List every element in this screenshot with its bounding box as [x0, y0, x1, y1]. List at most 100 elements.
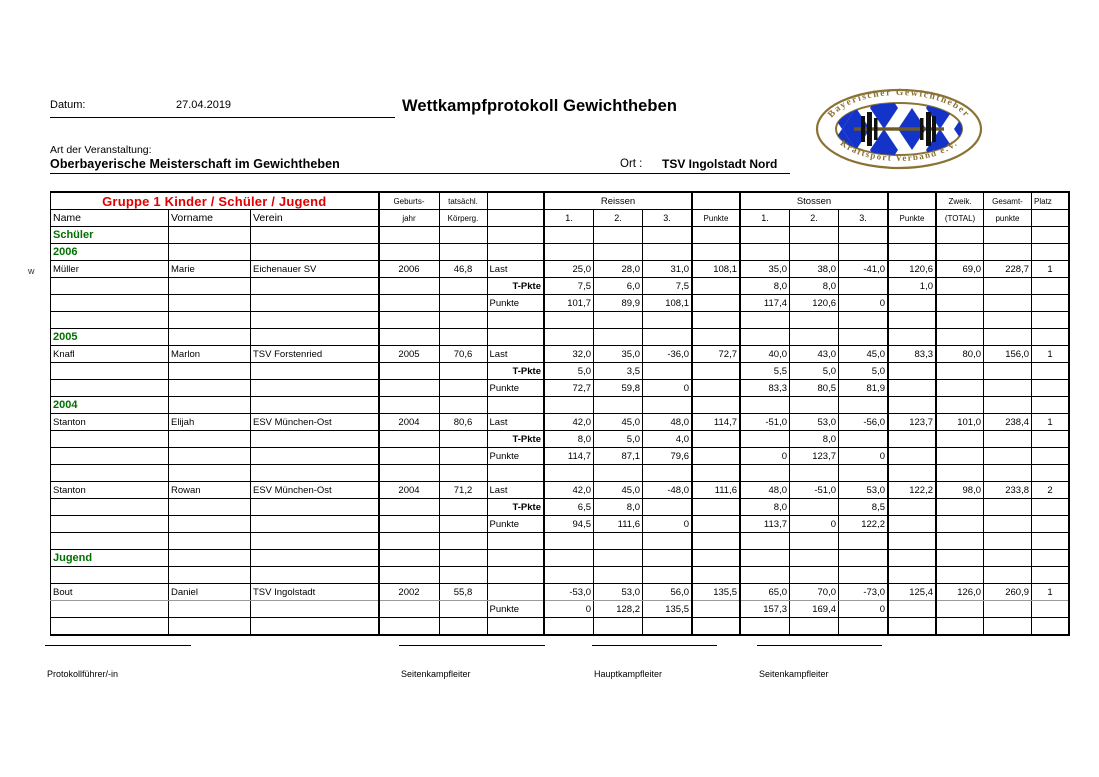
- cell-verein: [250, 515, 379, 533]
- cell-vorname: [168, 617, 251, 636]
- cell-gesamtpunkte: [983, 226, 1032, 244]
- cell-geburtsjahr: [377, 328, 440, 346]
- header-stossen-2: 2.: [789, 209, 839, 227]
- cell-reissen-punkte: [691, 362, 741, 380]
- cell-stossen-1: 48,0: [739, 481, 790, 499]
- cell-geburtsjahr: [377, 277, 440, 295]
- cell-stossen-1: [739, 226, 790, 244]
- cell-verein: [250, 600, 379, 618]
- section-label: Schüler: [50, 226, 169, 244]
- cell-stossen-1: [739, 566, 790, 584]
- cell-verein: [250, 396, 379, 414]
- cell-platz: [1031, 532, 1070, 550]
- cell-geburtsjahr: [377, 311, 440, 329]
- cell-stossen-punkte: [887, 617, 937, 636]
- cell-reissen-2: 45,0: [593, 413, 643, 431]
- cell-row-label: Punkte: [486, 379, 545, 397]
- cell-stossen-2: [789, 532, 839, 550]
- cell-name: [50, 532, 169, 550]
- cell-zweikampf: [935, 243, 984, 261]
- athlete-row-last: Stanton Rowan ESV München-Ost 2004 71,2 Last 4…: [50, 481, 1070, 499]
- cell-stossen-punkte: [887, 498, 937, 516]
- cell-reissen-1: [543, 226, 594, 244]
- cell-geburtsjahr: 2004: [377, 413, 440, 431]
- cell-gesamtpunkte: [983, 396, 1032, 414]
- cell-koerpergewicht: [438, 532, 488, 550]
- cell-name: [50, 294, 169, 312]
- cell-zweikampf: 69,0: [935, 260, 984, 278]
- cell-geburtsjahr: [377, 362, 440, 380]
- cell-stossen-1: [739, 396, 790, 414]
- date-value: 27.04.2019: [176, 99, 232, 111]
- cell-reissen-3: [642, 226, 693, 244]
- cell-vorname: [168, 311, 251, 329]
- cell-reissen-3: 48,0: [642, 413, 693, 431]
- section-label: 2004: [50, 396, 169, 414]
- cell-platz: [1031, 243, 1070, 261]
- cell-name: [50, 566, 169, 584]
- cell-stossen-1: [739, 243, 790, 261]
- cell-reissen-3: [642, 617, 693, 636]
- signature-line-3: [757, 645, 882, 646]
- cell-row-label: [486, 243, 545, 261]
- cell-reissen-3: 108,1: [642, 294, 693, 312]
- cell-row-label: Punkte: [486, 447, 545, 465]
- cell-stossen-punkte: [887, 362, 937, 380]
- cell-stossen-3: 0: [838, 600, 889, 618]
- header-reissen-3: 3.: [642, 209, 693, 227]
- bayerischer-gewichtheber-verband-logo: Bayerischer Gewichtheber Kraftsport Verb…: [806, 88, 992, 170]
- cell-reissen-1: [543, 464, 594, 482]
- header-stossen-punkte-top: [887, 191, 937, 210]
- cell-platz: [1031, 226, 1070, 244]
- cell-gesamtpunkte: [983, 277, 1032, 295]
- cell-gesamtpunkte: [983, 600, 1032, 618]
- cell-reissen-1: 42,0: [543, 413, 594, 431]
- cell-reissen-3: [642, 498, 693, 516]
- cell-vorname: [168, 328, 251, 346]
- date-label: Datum:: [50, 99, 86, 111]
- cell-verein: ESV München-Ost: [250, 413, 379, 431]
- cell-name: [50, 600, 169, 618]
- cell-zweikampf: [935, 379, 984, 397]
- cell-zweikampf: [935, 447, 984, 465]
- athlete-row-last: Müller Marie Eichenauer SV 2006 46,8 Last 25,0…: [50, 260, 1070, 278]
- cell-gesamtpunkte: 260,9: [983, 583, 1032, 601]
- cell-reissen-punkte: [691, 600, 741, 618]
- cell-koerpergewicht: 46,8: [438, 260, 488, 278]
- cell-reissen-punkte: [691, 617, 741, 636]
- athlete-row-last: Knafl Marlon TSV Forstenried 2005 70,6 Last 32…: [50, 345, 1070, 363]
- cell-reissen-3: -36,0: [642, 345, 693, 363]
- cell-reissen-3: [642, 328, 693, 346]
- cell-zweikampf: [935, 464, 984, 482]
- cell-gesamtpunkte: [983, 566, 1032, 584]
- cell-koerpergewicht: [438, 566, 488, 584]
- cell-reissen-punkte: [691, 566, 741, 584]
- cell-stossen-punkte: [887, 447, 937, 465]
- cell-reissen-1: 42,0: [543, 481, 594, 499]
- cell-reissen-3: 0: [642, 379, 693, 397]
- cell-stossen-1: [739, 549, 790, 567]
- cell-zweikampf: [935, 549, 984, 567]
- cell-name: Knafl: [50, 345, 169, 363]
- cell-stossen-2: [789, 396, 839, 414]
- header-gesamt-top: Gesamt-: [983, 191, 1032, 210]
- cell-reissen-3: [642, 243, 693, 261]
- signature-label-0: Protokollführer/-in: [47, 669, 119, 679]
- cell-stossen-punkte: 1,0: [887, 277, 937, 295]
- cell-stossen-3: -73,0: [838, 583, 889, 601]
- cell-name: [50, 447, 169, 465]
- cell-stossen-1: -51,0: [739, 413, 790, 431]
- section-row: Schüler: [50, 226, 1070, 244]
- cell-zweikampf: [935, 294, 984, 312]
- cell-koerpergewicht: [438, 464, 488, 482]
- cell-name: [50, 362, 169, 380]
- cell-vorname: [168, 498, 251, 516]
- cell-reissen-punkte: [691, 515, 741, 533]
- cell-verein: TSV Ingolstadt: [250, 583, 379, 601]
- cell-reissen-3: [642, 396, 693, 414]
- header-stossen-1: 1.: [739, 209, 790, 227]
- cell-koerpergewicht: 55,8: [438, 583, 488, 601]
- cell-reissen-1: [543, 311, 594, 329]
- cell-verein: [250, 447, 379, 465]
- cell-gesamtpunkte: [983, 328, 1032, 346]
